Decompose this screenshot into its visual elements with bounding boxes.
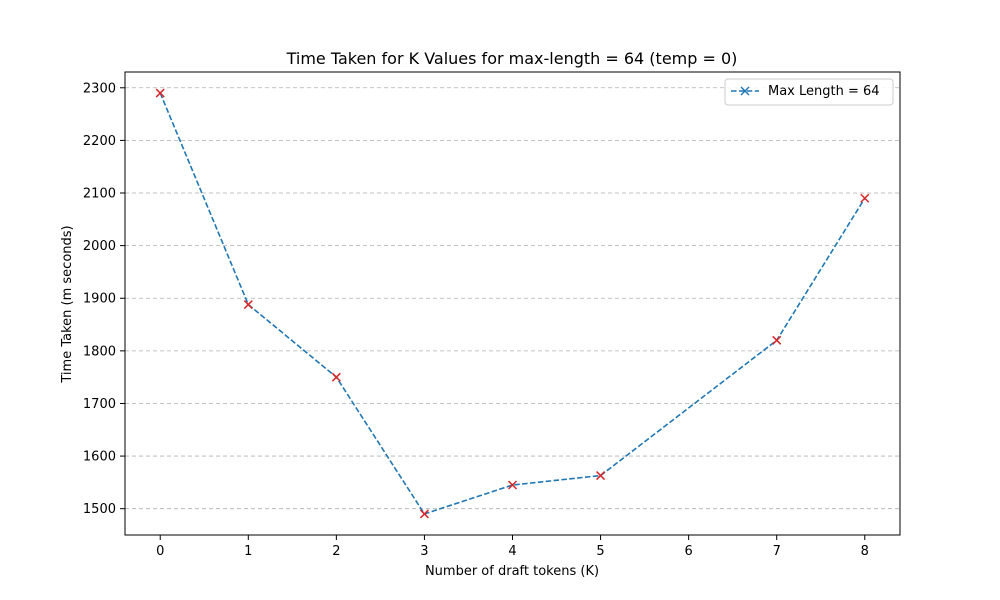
x-tick-label: 2 bbox=[332, 544, 340, 559]
y-tick-label: 2200 bbox=[83, 134, 116, 149]
data-point bbox=[331, 372, 341, 382]
legend-box bbox=[724, 78, 894, 106]
x-tick-label: 8 bbox=[861, 544, 869, 559]
y-tick-label: 1700 bbox=[83, 397, 116, 412]
data-point bbox=[596, 471, 606, 481]
y-tick-label: 1800 bbox=[83, 344, 116, 359]
legend-label: Max Length = 64 bbox=[768, 84, 880, 99]
x-tick-label: 6 bbox=[684, 544, 692, 559]
y-tick-label: 1500 bbox=[83, 502, 116, 517]
series-line bbox=[159, 92, 866, 515]
x-axis: 0 1 2 3 4 5 6 7 8 bbox=[156, 535, 869, 559]
series-layer bbox=[155, 88, 870, 519]
y-tick-label: 2300 bbox=[83, 81, 116, 96]
y-tick-label: 2000 bbox=[83, 239, 116, 254]
data-point bbox=[419, 509, 429, 519]
legend: Max Length = 64 bbox=[724, 78, 894, 106]
x-tick-label: 1 bbox=[244, 544, 252, 559]
data-point bbox=[155, 88, 165, 98]
legend-marker-icon bbox=[740, 86, 750, 96]
x-tick-label: 0 bbox=[156, 544, 164, 559]
y-tick-label: 1900 bbox=[83, 292, 116, 307]
data-point bbox=[772, 335, 782, 345]
y-tick-label: 1600 bbox=[83, 450, 116, 465]
x-tick-label: 7 bbox=[773, 544, 781, 559]
grid bbox=[125, 87, 900, 510]
chart-title: Time Taken for K Values for max-length =… bbox=[286, 49, 738, 68]
y-axis-title: Time Taken (m seconds) bbox=[60, 225, 75, 383]
x-tick-label: 3 bbox=[420, 544, 428, 559]
data-point bbox=[507, 480, 518, 490]
y-tick-label: 2100 bbox=[83, 187, 116, 202]
data-point bbox=[860, 193, 870, 203]
x-axis-title: Number of draft tokens (K) bbox=[425, 564, 599, 579]
y-axis: 1500 1600 1700 1800 1900 2000 2100 2200 2300 bbox=[83, 81, 125, 517]
x-tick-label: 5 bbox=[596, 544, 604, 559]
x-tick-label: 4 bbox=[508, 544, 516, 559]
data-point bbox=[243, 300, 253, 310]
